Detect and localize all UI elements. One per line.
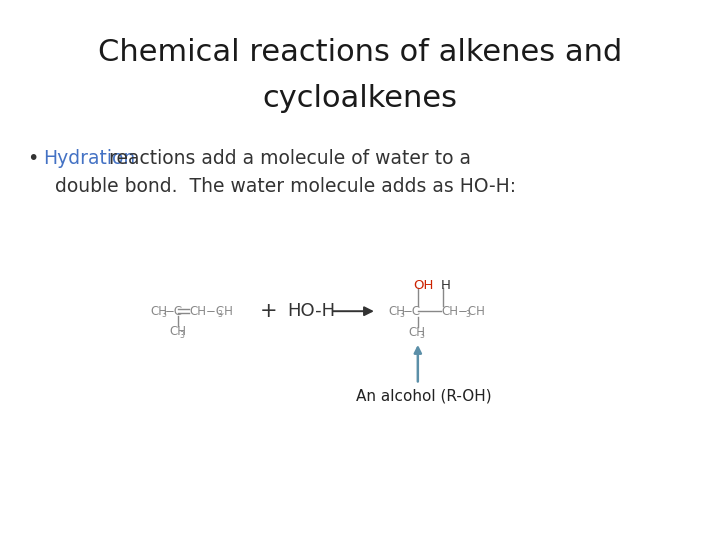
Text: 3: 3	[399, 310, 404, 319]
Text: HO-H: HO-H	[287, 302, 336, 320]
Text: CH: CH	[408, 326, 426, 339]
Text: double bond.  The water molecule adds as HO-H:: double bond. The water molecule adds as …	[43, 177, 516, 196]
Text: CH−CH: CH−CH	[441, 305, 485, 318]
Text: cycloalkenes: cycloalkenes	[263, 84, 457, 113]
Text: An alcohol (R-OH): An alcohol (R-OH)	[356, 388, 492, 403]
Text: Chemical reactions of alkenes and: Chemical reactions of alkenes and	[98, 38, 622, 67]
Text: +: +	[259, 301, 277, 321]
Text: −C: −C	[164, 305, 183, 318]
Text: CH: CH	[150, 305, 168, 318]
Text: CH: CH	[388, 305, 405, 318]
Text: CH−CH: CH−CH	[189, 305, 233, 318]
Text: 3: 3	[161, 310, 166, 319]
Text: •: •	[27, 148, 39, 167]
Text: 3: 3	[419, 332, 424, 340]
Text: 3: 3	[180, 330, 185, 340]
Text: H: H	[441, 279, 450, 292]
Text: 3: 3	[217, 310, 222, 319]
Text: −C: −C	[402, 305, 420, 318]
Text: 3: 3	[466, 310, 471, 319]
Text: reactions add a molecule of water to a: reactions add a molecule of water to a	[103, 148, 471, 167]
Text: OH: OH	[413, 279, 433, 292]
Text: CH: CH	[169, 326, 186, 339]
Text: Hydration: Hydration	[43, 148, 135, 167]
